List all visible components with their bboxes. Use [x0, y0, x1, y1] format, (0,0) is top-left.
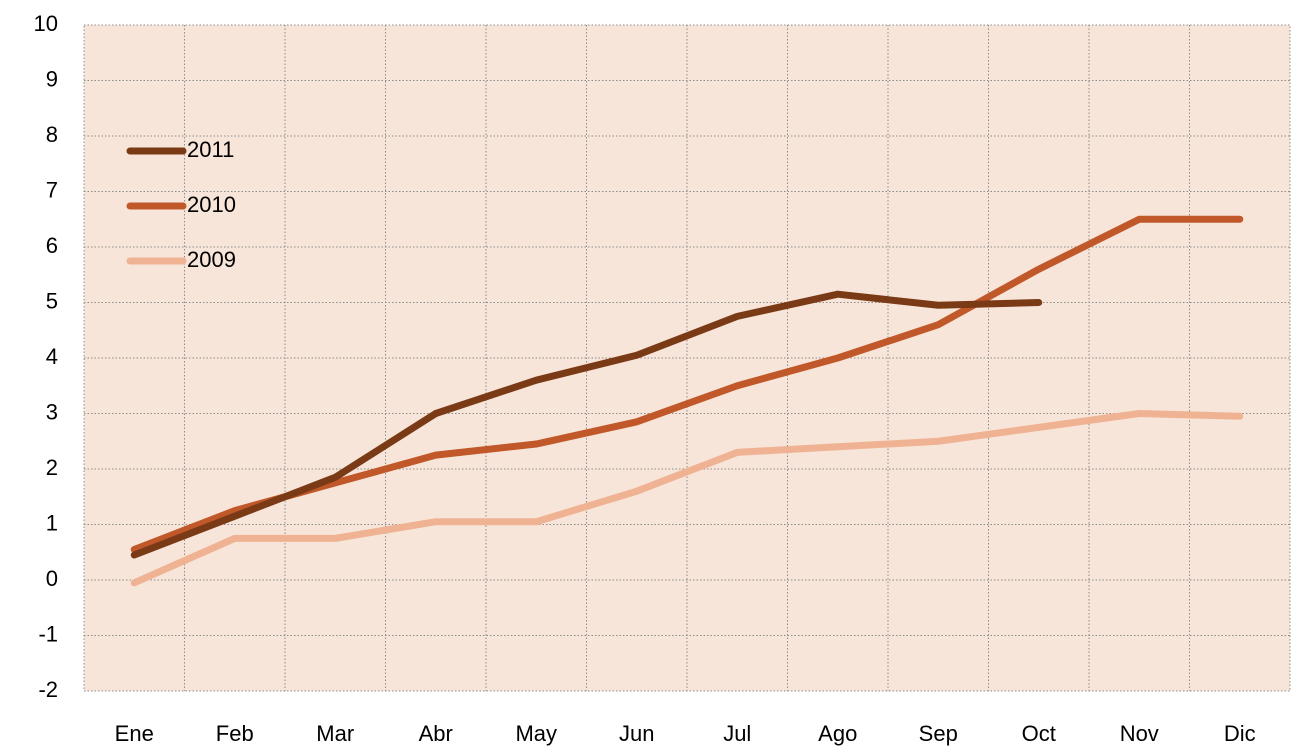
legend-label: 2009 — [187, 247, 236, 272]
legend-label: 2010 — [187, 192, 236, 217]
x-tick-label: May — [515, 721, 557, 746]
y-tick-label: 8 — [46, 122, 58, 147]
y-tick-label: 10 — [34, 11, 58, 36]
y-tick-label: -2 — [38, 677, 58, 702]
y-tick-label: 0 — [46, 566, 58, 591]
x-tick-label: Sep — [919, 721, 958, 746]
x-tick-label: Oct — [1022, 721, 1056, 746]
x-tick-label: Jul — [723, 721, 751, 746]
x-tick-label: Nov — [1120, 721, 1159, 746]
x-tick-label: Dic — [1224, 721, 1256, 746]
plot-border — [83, 24, 1291, 692]
x-tick-label: Feb — [216, 721, 254, 746]
y-tick-label: 5 — [46, 288, 58, 313]
x-tick-label: Ene — [115, 721, 154, 746]
y-tick-label: 6 — [46, 233, 58, 258]
series-line — [130, 410, 1244, 587]
y-tick-label: 1 — [46, 510, 58, 535]
y-tick-label: -1 — [38, 621, 58, 646]
legend-label: 2011 — [187, 137, 234, 162]
y-tick-label: 4 — [46, 344, 58, 369]
y-tick-label: 3 — [46, 399, 58, 424]
x-tick-label: Ago — [818, 721, 857, 746]
x-tick-label: Jun — [619, 721, 654, 746]
series-line — [130, 290, 1043, 559]
y-tick-label: 9 — [46, 66, 58, 91]
x-tick-label: Abr — [419, 721, 453, 746]
x-tick-label: Mar — [316, 721, 354, 746]
y-tick-label: 2 — [46, 455, 58, 480]
y-tick-label: 7 — [46, 177, 58, 202]
